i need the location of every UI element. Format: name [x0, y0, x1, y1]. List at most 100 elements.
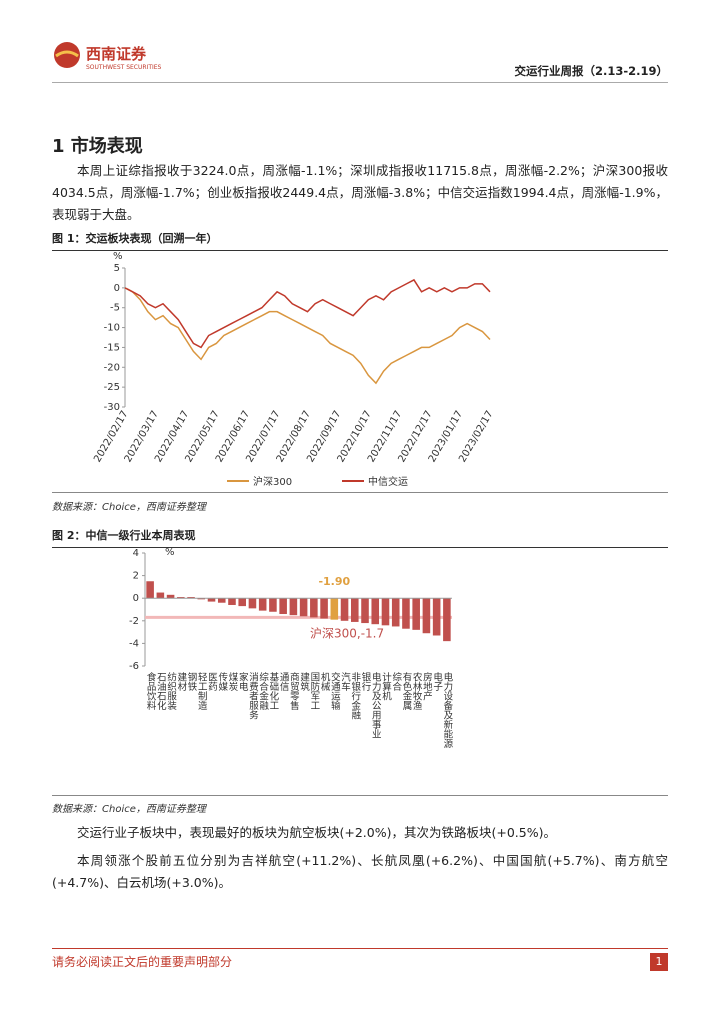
x-tick-label: 家电	[237, 671, 249, 691]
bar	[320, 598, 328, 619]
bar	[340, 598, 349, 621]
y-tick-label: -10	[104, 323, 120, 334]
bar-chart: % 4 2 0 -2 -4 -6 沪深300,-1.7 食品饮料 石油石化 纺织服装 建材 钢铁 轻工制造…	[129, 547, 453, 749]
y-tick-label: -2	[129, 616, 139, 627]
bar	[350, 598, 359, 622]
bar	[156, 592, 165, 599]
figure-rule	[52, 492, 668, 493]
line-series	[124, 278, 491, 349]
bar	[402, 598, 410, 629]
y-tick-label: 0	[114, 283, 120, 294]
bar	[228, 598, 236, 605]
bar	[166, 594, 175, 599]
x-tick-label: 综合金融	[257, 671, 269, 711]
reference-label: 沪深300,-1.7	[310, 626, 384, 640]
bar	[422, 598, 431, 634]
bar	[443, 598, 451, 642]
x-tick-label: 纺织服装	[165, 671, 177, 711]
x-tick-label: 基础化工	[267, 671, 279, 710]
x-tick-label: 通信	[278, 672, 290, 692]
x-tick-label: 机械	[319, 671, 331, 692]
value-label: -1.90	[318, 575, 350, 588]
bar	[330, 598, 339, 620]
bar	[289, 598, 298, 616]
x-tick-label: 消费者服务	[247, 671, 259, 720]
x-tick-label: 食品饮料	[145, 671, 157, 711]
x-tick-label: 轻工制造	[196, 671, 208, 711]
figure-caption: 图 1：交运板块表现（回溯一年）	[52, 230, 668, 251]
bar	[197, 598, 206, 600]
logo-icon	[54, 42, 80, 68]
figure-source: 数据来源：Choice，西南证券整理	[52, 804, 206, 815]
y-tick-label: 0	[133, 593, 139, 604]
y-tick-label: -25	[104, 382, 120, 393]
y-axis-label: %	[165, 547, 175, 558]
x-tick-label: 房地产	[421, 671, 433, 701]
figure-caption: 图 2：中信一级行业本周表现	[52, 527, 668, 548]
x-tick-label: 综合	[390, 671, 402, 692]
x-tick-label: 石油石化	[155, 672, 167, 711]
x-tick-label: 电力设备及新能源	[441, 671, 453, 749]
x-tick-label: 煤炭	[226, 671, 238, 692]
y-tick-label: -15	[104, 342, 120, 353]
y-tick-label: 4	[133, 548, 139, 559]
x-tick-label: 电子	[431, 671, 443, 691]
bar	[248, 598, 257, 609]
x-tick-label: 非银行金融	[349, 671, 361, 720]
y-tick-label: -6	[129, 661, 139, 672]
bar	[299, 598, 308, 617]
paragraph: 本周上证综指报收于3224.0点，周涨幅-1.1%；深圳成指报收11715.8点…	[52, 163, 668, 222]
bar	[207, 598, 216, 602]
y-tick-label: 5	[114, 263, 120, 274]
paragraph: 本周领涨个股前五位分别为吉祥航空(+11.2%)、长航凤凰(+6.2%)、中国国…	[52, 853, 668, 890]
line-series	[124, 287, 491, 385]
footer-rule	[52, 948, 668, 949]
x-tick-label: 汽车	[339, 671, 351, 692]
bar	[371, 598, 380, 625]
bar	[187, 597, 195, 599]
header-rule	[52, 82, 668, 83]
disclaimer: 请务必阅读正文后的重要声明部分	[52, 955, 233, 969]
y-tick-label: 2	[133, 571, 139, 582]
x-tick-label: 农林牧渔	[411, 671, 423, 710]
x-tick-label: 商贸零售	[288, 671, 300, 711]
x-tick-label: 传媒	[216, 671, 228, 692]
x-tick-label: 医药	[206, 672, 218, 692]
bar	[381, 598, 390, 626]
x-tick-label: 电力及公用事业	[370, 671, 382, 738]
section-heading: 1 市场表现	[52, 136, 143, 157]
bar	[258, 598, 267, 611]
report-title: 交运行业周报（2.13-2.19）	[514, 64, 668, 78]
figure-rule	[52, 795, 668, 796]
legend-label: 沪深300	[253, 475, 292, 488]
bar	[391, 598, 400, 627]
bar	[432, 598, 441, 636]
bar	[238, 598, 247, 607]
y-axis-label: %	[113, 251, 123, 262]
y-tick-label: -4	[129, 638, 139, 649]
legend-label: 中信交运	[368, 475, 408, 488]
x-tick-label: 交通运输	[329, 671, 341, 711]
y-tick-label: -20	[104, 362, 120, 373]
figure-source: 数据来源：Choice，西南证券整理	[52, 502, 206, 513]
y-tick-label: -5	[110, 303, 120, 314]
x-tick-label: 钢铁	[186, 671, 198, 692]
bar	[177, 597, 185, 599]
bar	[310, 598, 318, 618]
bar	[146, 581, 154, 599]
y-tick-label: -30	[104, 402, 120, 413]
bar	[361, 598, 369, 624]
bar	[279, 598, 287, 615]
logo-en: SOUTHWEST SECURITIES	[86, 64, 162, 71]
x-tick-label: 有色金属	[400, 671, 412, 711]
x-tick-label: 银行	[360, 671, 372, 692]
paragraph: 交运行业子板块中，表现最好的板块为航空板块(+2.0%)，其次为铁路板块(+0.…	[77, 825, 556, 840]
x-tick-label: 建材	[175, 671, 187, 691]
x-tick-label: 计算机	[380, 671, 392, 701]
page-number: 1	[650, 953, 668, 971]
x-tick-label: 国防军工	[308, 672, 320, 710]
line-chart: %50-5-10-15-20-25-302022/02/172022/03/17…	[92, 251, 495, 488]
bar	[217, 598, 226, 603]
bar	[412, 598, 420, 630]
